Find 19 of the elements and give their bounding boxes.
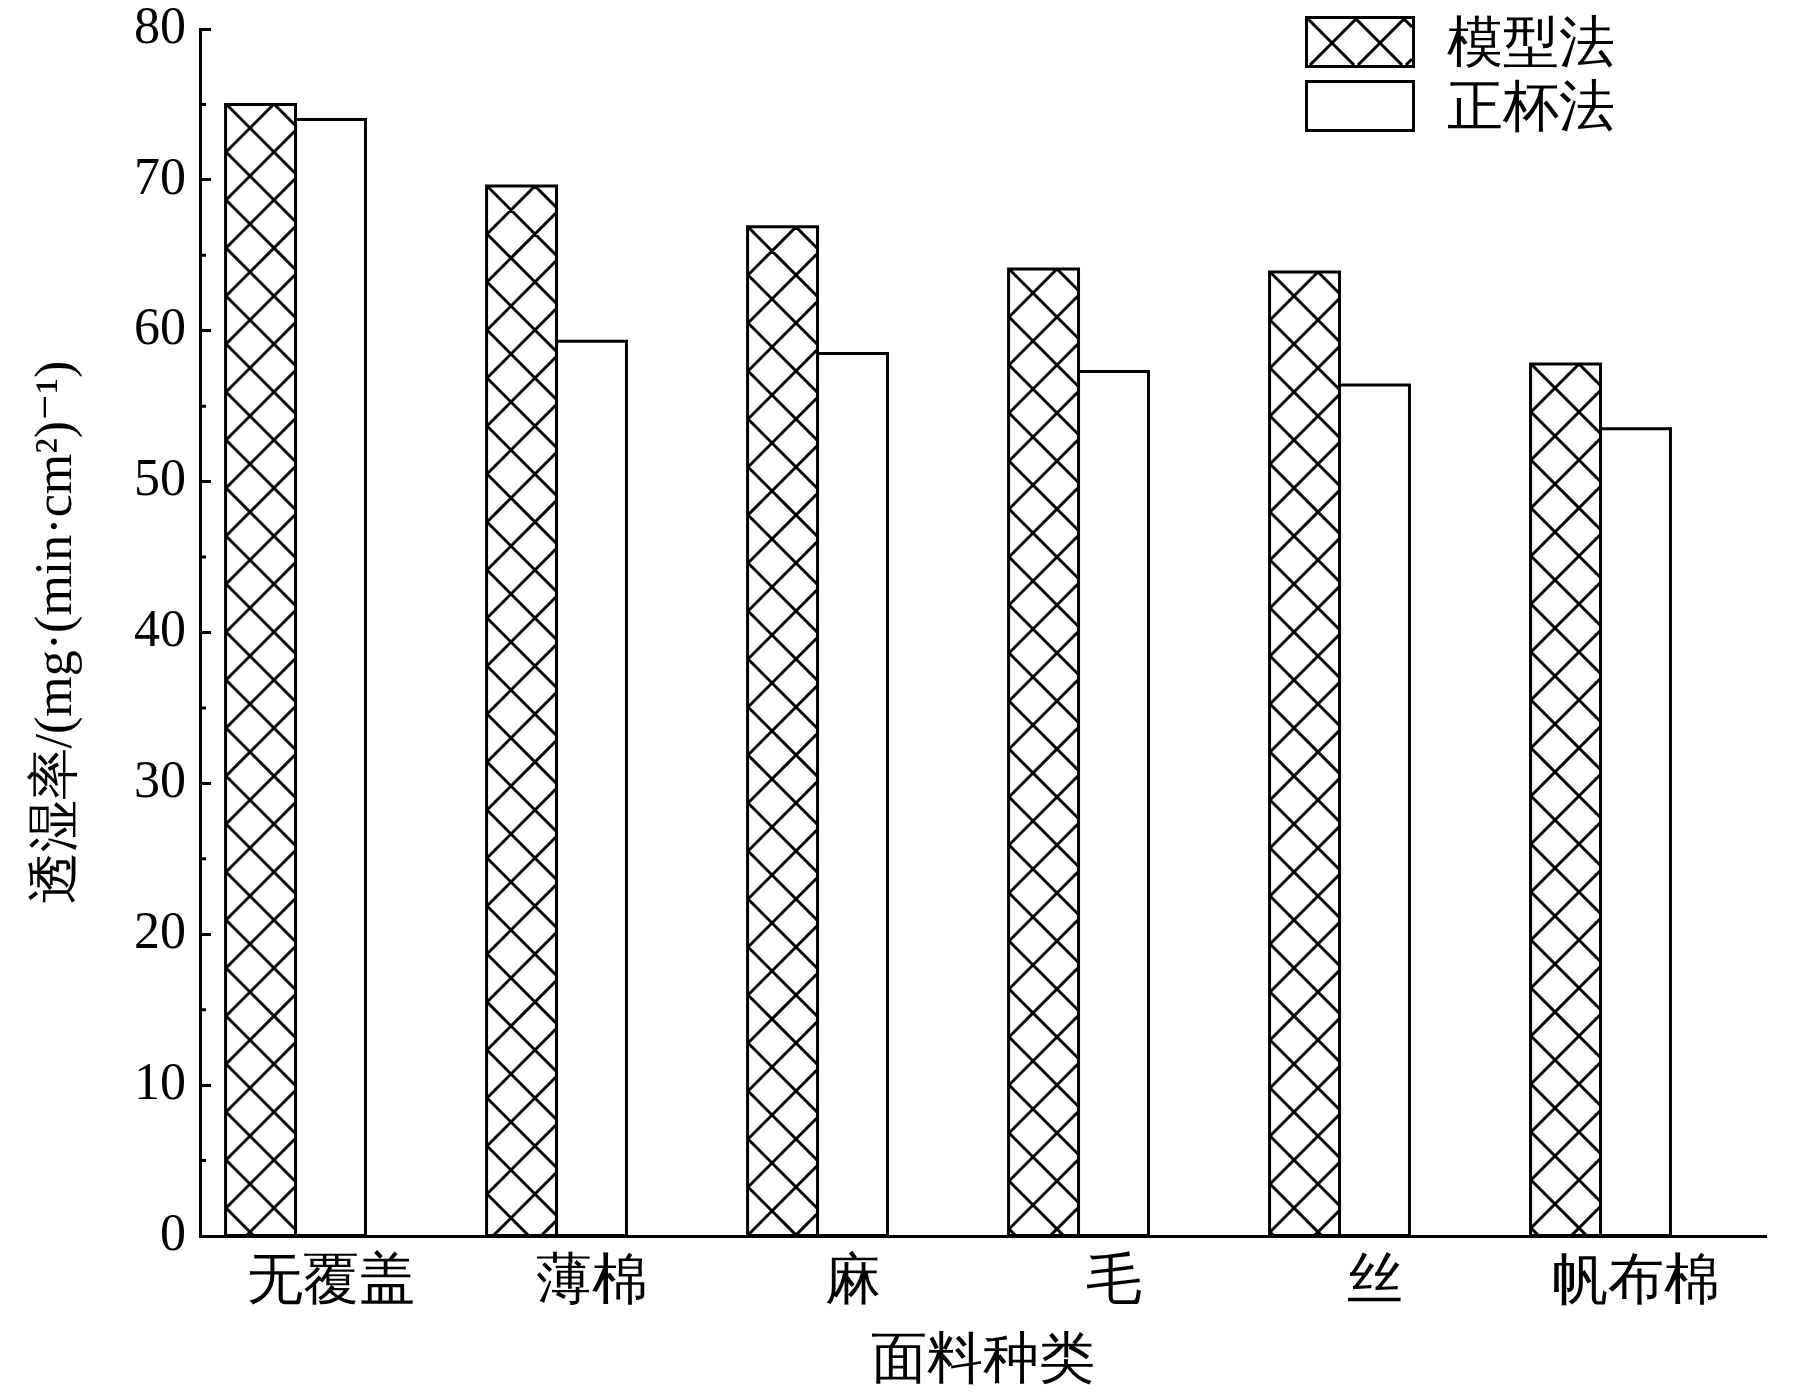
- y-tick-label: 10: [134, 1052, 186, 1110]
- x-tick-label: 薄棉: [535, 1248, 648, 1311]
- y-tick-label: 0: [160, 1203, 186, 1261]
- x-tick-label: 毛: [1085, 1248, 1142, 1311]
- y-tick-label: 50: [134, 449, 186, 507]
- x-axis-title: 面料种类: [871, 1327, 1095, 1390]
- x-tick-label: 麻: [824, 1248, 881, 1311]
- y-tick-label: 80: [134, 0, 186, 54]
- y-tick-label: 60: [134, 298, 186, 356]
- y-tick-label: 40: [134, 600, 186, 658]
- legend-label: 模型法: [1447, 10, 1615, 73]
- y-tick-label: 20: [134, 901, 186, 959]
- x-tick-label: 丝: [1346, 1248, 1403, 1311]
- y-tick-label: 70: [134, 147, 186, 205]
- y-axis-title: 透湿率/(mg·(min·cm²)⁻¹): [24, 360, 83, 905]
- y-tick-label: 30: [134, 751, 186, 809]
- legend-label: 正杯法: [1447, 74, 1615, 137]
- x-tick-label: 帆布棉: [1551, 1248, 1720, 1311]
- x-tick-label: 无覆盖: [246, 1248, 415, 1311]
